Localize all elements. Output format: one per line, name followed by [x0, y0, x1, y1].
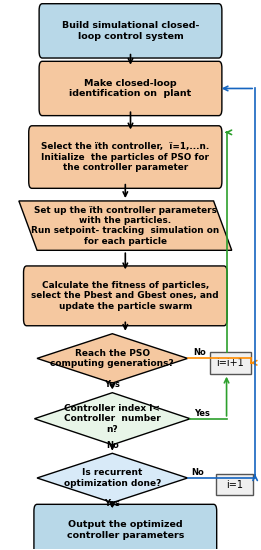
FancyBboxPatch shape	[39, 61, 222, 116]
Text: Yes: Yes	[194, 409, 210, 418]
Text: i=1: i=1	[226, 480, 243, 490]
Polygon shape	[19, 201, 232, 250]
Text: Select the ïth controller,  ï=1,...n.
Initialize  the particles of PSO for
the c: Select the ïth controller, ï=1,...n. Ini…	[41, 142, 209, 172]
Text: Output the optimized
controller parameters: Output the optimized controller paramete…	[67, 520, 184, 540]
Text: Build simulational closed-
loop control system: Build simulational closed- loop control …	[62, 21, 199, 41]
Text: Set up the ïth controller parameters
with the particles.
Run setpoint- tracking : Set up the ïth controller parameters wit…	[31, 206, 220, 246]
Text: Controller index i<
Controller  number
n?: Controller index i< Controller number n?	[64, 404, 161, 433]
Text: Yes: Yes	[104, 380, 120, 389]
Text: No: No	[106, 441, 119, 449]
FancyBboxPatch shape	[23, 266, 227, 326]
Text: i=i+1: i=i+1	[217, 358, 244, 368]
Text: Calculate the fitness of particles,
select the Pbest and Gbest ones, and
update : Calculate the fitness of particles, sele…	[32, 281, 219, 311]
Bar	[216, 474, 252, 495]
FancyBboxPatch shape	[34, 504, 217, 550]
FancyBboxPatch shape	[29, 126, 222, 188]
Text: Is recurrent
optimization done?: Is recurrent optimization done?	[64, 468, 161, 488]
Polygon shape	[34, 393, 190, 445]
Polygon shape	[37, 334, 188, 383]
Text: Reach the PSO
computing generations?: Reach the PSO computing generations?	[50, 349, 174, 368]
Text: No: No	[193, 348, 206, 358]
Polygon shape	[37, 453, 188, 503]
Bar	[210, 352, 251, 374]
Text: Make closed-loop
identification on  plant: Make closed-loop identification on plant	[69, 79, 192, 98]
FancyBboxPatch shape	[39, 4, 222, 58]
Text: Yes: Yes	[104, 499, 120, 508]
Text: No: No	[192, 468, 204, 477]
